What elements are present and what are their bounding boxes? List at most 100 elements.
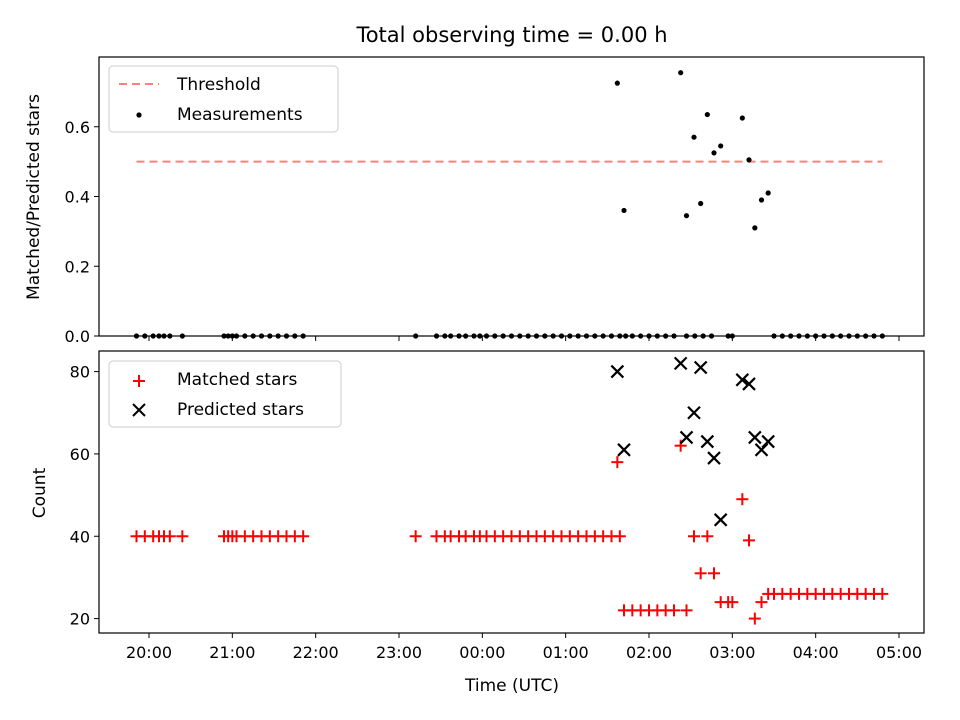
- predicted-legend-swatch: [132, 403, 146, 417]
- top-y-tick-label: 0.0: [65, 327, 90, 346]
- measurements-legend-swatch: [136, 112, 142, 118]
- predicted-star-point: [673, 356, 688, 371]
- measurement-point: [683, 213, 690, 219]
- measurement-point: [718, 143, 724, 149]
- matched-star-point: [176, 530, 189, 543]
- predicted-star-point: [617, 443, 631, 457]
- predicted-star-point: [735, 373, 750, 387]
- x-tick-label: 20:00: [126, 643, 172, 662]
- predicted-star-stroke-b: [761, 434, 775, 449]
- measurement-point: [739, 115, 745, 121]
- matched-legend-swatch: [133, 375, 145, 387]
- matched-star-point: [668, 604, 680, 617]
- x-tick-label: 23:00: [376, 643, 422, 662]
- top-y-tick-label: 0.6: [65, 118, 90, 137]
- top-plot-frame: [98, 56, 925, 337]
- matched-star-point: [674, 439, 687, 452]
- matched-star-point: [163, 530, 176, 543]
- threshold-legend-label: Threshold: [176, 75, 261, 95]
- measurement-point: [758, 197, 765, 203]
- matched-star-point: [876, 587, 889, 600]
- top-y-tick-label: 0.4: [65, 188, 90, 207]
- measurement-point: [746, 157, 752, 163]
- predicted-star-point: [679, 430, 694, 445]
- predicted-star-point: [713, 513, 728, 527]
- matched-star-point: [611, 456, 624, 469]
- predicted-star-stroke-b: [610, 364, 625, 379]
- x-tick-label: 05:00: [876, 643, 922, 662]
- bottom-legend-box: [108, 360, 342, 428]
- chart-title: Total observing time = 0.00 h: [355, 23, 667, 47]
- matched-star-point: [755, 596, 768, 609]
- star-counts-layer: [130, 356, 889, 625]
- predicted-star-stroke-b: [742, 377, 756, 391]
- predicted-star-point: [748, 430, 762, 445]
- measurement-point: [614, 80, 620, 86]
- x-tick-label: 04:00: [793, 643, 839, 662]
- measurements-legend-label: Measurements: [177, 105, 303, 125]
- bottom-panel-plot: 20 40 60 80 20:00 21:00 22:00 23:00 00:00 01:00 02…: [30, 350, 925, 696]
- measurement-point: [698, 200, 704, 207]
- x-axis-label: Time (UTC): [464, 676, 559, 696]
- top-legend-box: [108, 65, 339, 133]
- top-panel-plot: 0.0 0.2 0.4 0.6 Matched/Predicted stars Thr…: [24, 56, 925, 346]
- measurement-point: [711, 150, 717, 156]
- predicted-star-point: [707, 451, 721, 465]
- matched-star-point: [680, 604, 693, 617]
- bottom-y-tick-label: 20: [70, 610, 90, 629]
- predicted-star-stroke-b: [713, 513, 728, 527]
- bottom-y-tick-label: 80: [70, 363, 90, 382]
- measurement-point: [765, 190, 771, 196]
- measurement-point: [678, 70, 684, 76]
- top-y-axis-label: Matched/Predicted stars: [24, 94, 44, 300]
- measurement-point: [704, 111, 710, 118]
- matched-star-point: [748, 612, 761, 625]
- bottom-legend: Matched stars Predicted stars: [108, 360, 342, 428]
- bottom-plot-frame: [98, 350, 925, 634]
- matched-star-point: [688, 530, 700, 543]
- predicted-star-stroke-b: [617, 443, 631, 457]
- x-tick-label: 22:00: [293, 643, 339, 662]
- predicted-star-stroke-b: [735, 373, 750, 387]
- measurement-point: [752, 225, 758, 231]
- x-tick-label: 00:00: [459, 643, 505, 662]
- matched-star-point: [694, 567, 707, 580]
- bottom-y-tick-label: 60: [70, 445, 90, 464]
- predicted-star-stroke-b: [754, 443, 769, 457]
- x-tick-label: 03:00: [709, 643, 755, 662]
- measurement-point: [621, 207, 627, 214]
- top-axes: 0.0 0.2 0.4 0.6: [65, 118, 900, 346]
- predicted-star-stroke-b: [707, 451, 721, 465]
- predicted-star-point: [761, 434, 775, 449]
- measurement-point: [691, 134, 697, 140]
- predicted-star-point: [693, 360, 708, 375]
- x-tick-label: 02:00: [626, 643, 672, 662]
- predicted-star-point: [700, 434, 715, 449]
- top-legend: Threshold Measurements: [108, 65, 339, 133]
- predicted-star-stroke-b: [673, 356, 688, 371]
- matched-star-point: [297, 530, 310, 543]
- predicted-star-point: [610, 364, 625, 379]
- predicted-star-point: [754, 443, 769, 457]
- predicted-star-stroke-b: [700, 434, 715, 449]
- bottom-axes: 20 40 60 80 20:00 21:00 22:00 23:00 00:00 01:00 02…: [70, 363, 922, 662]
- matched-star-point: [736, 493, 749, 506]
- matched-legend-label: Matched stars: [177, 370, 297, 390]
- top-y-tick-label: 0.2: [65, 257, 90, 276]
- predicted-star-stroke-b: [687, 405, 701, 420]
- predicted-star-stroke-b: [693, 360, 708, 375]
- bottom-y-axis-label: Count: [30, 467, 50, 518]
- predicted-legend-label: Predicted stars: [177, 400, 304, 420]
- predicted-star-point: [687, 405, 701, 420]
- x-tick-label: 01:00: [543, 643, 589, 662]
- predicted-star-point: [742, 377, 756, 391]
- matched-star-point: [743, 534, 755, 547]
- matched-star-point: [701, 530, 714, 543]
- bottom-y-tick-label: 40: [70, 527, 90, 546]
- predicted-star-stroke-b: [679, 430, 694, 445]
- matched-star-point: [726, 596, 739, 609]
- matched-star-point: [409, 530, 422, 543]
- predicted-star-stroke-b: [748, 430, 762, 445]
- matched-star-point: [613, 530, 626, 543]
